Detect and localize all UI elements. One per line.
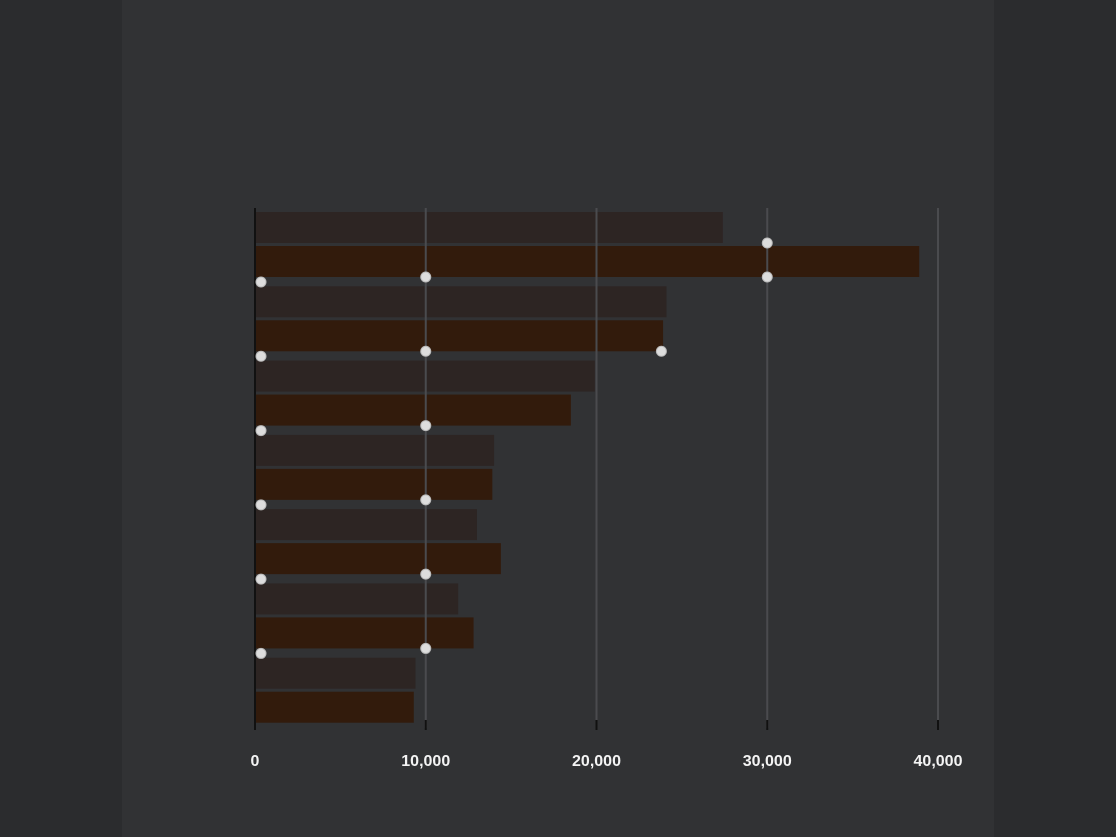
bar-series-2-category-7 [255,691,414,723]
marker-1-2 [420,271,432,283]
bar-series-2-category-3 [255,394,571,426]
bar-series-1-category-7 [255,657,416,689]
marker-5-2 [420,494,432,506]
x-tick-label-2: 10,000 [401,753,450,770]
marker-1-1 [255,276,267,288]
x-tick-label-4: 30,000 [743,753,792,770]
bar-series-1-category-4 [255,434,495,466]
bar-series-2-category-4 [255,468,493,500]
marker-3-2 [420,345,432,357]
marker-3-3 [655,345,667,357]
bar-series-2-category-6 [255,617,474,649]
marker-1-3 [761,271,773,283]
x-tick-label-3: 20,000 [572,753,621,770]
bar-series-1-category-2 [255,286,667,318]
marker-4-2 [420,420,432,432]
bar-series-2-category-2 [255,320,664,352]
marker-4-1 [255,425,267,437]
marker-3-1 [255,350,267,362]
marker-2-1 [761,237,773,249]
bar-series-1-category-1 [255,212,723,243]
bar-series-1-category-6 [255,583,459,615]
bar-series-2-category-5 [255,543,501,575]
x-tick-label-5: 40,000 [914,753,963,770]
marker-6-2 [420,568,432,580]
marker-7-2 [420,642,432,654]
bar-series-1-category-5 [255,509,477,541]
bar-series-2-category-1 [255,246,920,277]
marker-7-1 [255,647,267,659]
x-tick-label-1: 0 [251,753,260,770]
marker-5-1 [255,499,267,511]
marker-6-1 [255,573,267,585]
